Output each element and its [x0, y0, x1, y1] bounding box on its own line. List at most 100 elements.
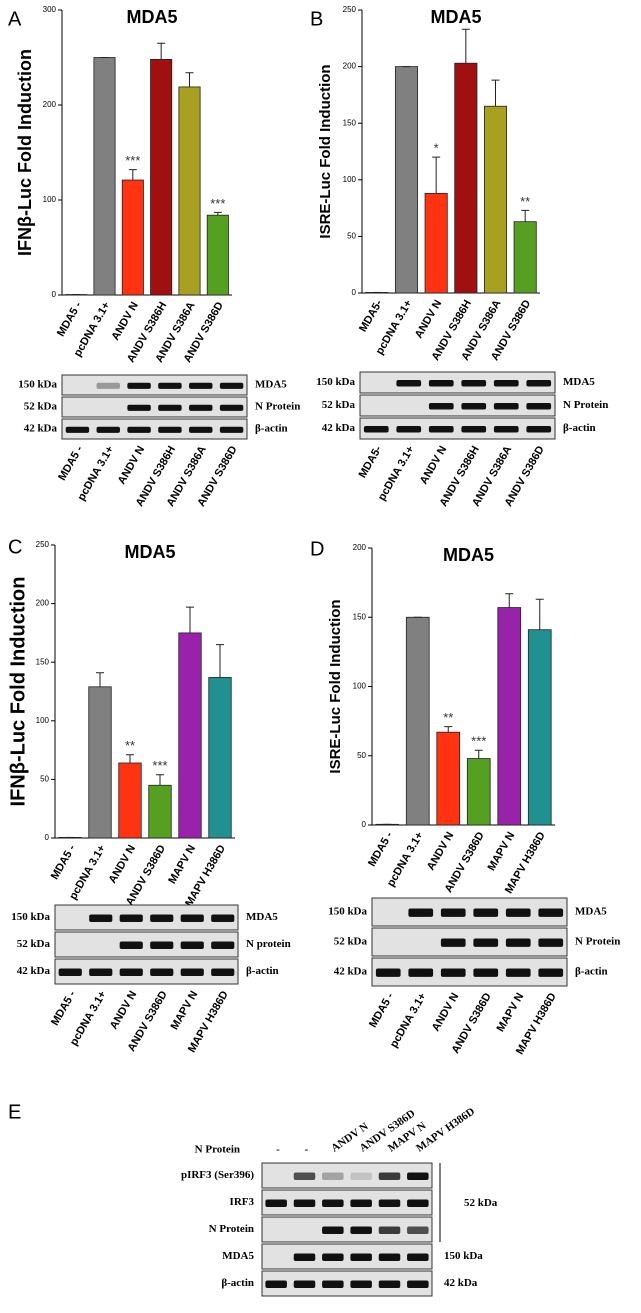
y-tick-label: 50	[40, 775, 49, 784]
y-tick-label: 200	[343, 62, 357, 71]
protein-label: N Protein	[563, 399, 608, 411]
y-tick-label: 150	[343, 118, 357, 127]
blot-band	[189, 404, 213, 411]
bar	[150, 59, 173, 296]
size-label: 52 kDa	[322, 399, 356, 411]
blot-band	[58, 968, 82, 977]
chart-title: MDA5	[430, 7, 481, 27]
blot-band	[158, 404, 182, 411]
y-tick-label: 100	[43, 195, 57, 204]
significance-label: ***	[210, 196, 225, 211]
blot-frame	[261, 1216, 433, 1243]
panel-letter: A	[8, 8, 22, 30]
size-label: 150 kDa	[11, 911, 50, 923]
blot-band	[375, 968, 401, 977]
x-tick-label: ANDV N	[109, 300, 141, 343]
blot-band	[363, 426, 389, 433]
bar	[424, 192, 448, 294]
blot-frame	[61, 374, 248, 396]
significance-label: **	[125, 738, 135, 753]
blot-band	[378, 1226, 401, 1235]
blot-band	[211, 914, 235, 923]
y-axis-label: IFNβ-Luc Fold Induction	[15, 49, 35, 256]
blot-band	[293, 1253, 316, 1262]
protein-label: β-actin	[563, 422, 596, 434]
blot-band	[211, 968, 235, 977]
x-tick-label: ANDV N	[107, 843, 139, 886]
bar	[497, 607, 522, 826]
blot-band	[127, 382, 151, 389]
blot-frame	[61, 396, 248, 418]
y-tick-label: 50	[357, 751, 366, 760]
blot-band	[219, 404, 244, 411]
size-label: 150 kDa	[316, 376, 355, 388]
significance-label: **	[443, 710, 453, 725]
chart-title: MDA5	[124, 542, 175, 562]
blot-frame	[261, 1162, 433, 1189]
y-axis-label: ISRE-Luc Fold Induction	[317, 64, 334, 238]
blot-band	[89, 914, 113, 923]
protein-label: N protein	[246, 938, 291, 950]
blot-band	[180, 941, 204, 950]
blot-band	[219, 382, 244, 389]
blot-band	[461, 403, 487, 410]
blot-band	[322, 1172, 344, 1181]
lane-label: MAPV N	[169, 989, 201, 1032]
size-label: 150 kDa	[328, 906, 367, 918]
protein-label: N Protein	[209, 1223, 254, 1235]
lane-label: ANDV N	[430, 991, 462, 1034]
blot-band	[407, 1253, 429, 1262]
panel-letter: D	[310, 538, 324, 560]
blot-band	[505, 938, 531, 947]
blot-band	[119, 968, 143, 977]
lane-label: ANDV N	[108, 989, 140, 1032]
blot-band	[96, 426, 120, 433]
panel-letter: B	[310, 8, 323, 30]
bar	[466, 758, 491, 826]
blot-frame	[261, 1270, 433, 1297]
blot-band	[538, 968, 564, 977]
blot-band	[461, 426, 487, 433]
protein-label: β-actin	[255, 423, 288, 435]
size-label: 42 kDa	[322, 422, 356, 434]
blot-band	[189, 426, 213, 433]
bar	[88, 686, 112, 839]
error-bar	[216, 644, 224, 678]
lane-label: ANDV N	[418, 444, 450, 487]
blot-band	[378, 1280, 401, 1289]
blot-band	[265, 1199, 287, 1208]
blot-band	[407, 1280, 429, 1289]
blot-band	[538, 908, 564, 917]
blot-band	[158, 382, 182, 389]
size-label: 42 kDa	[24, 423, 58, 435]
bar	[206, 214, 229, 296]
blot-band	[505, 968, 531, 977]
blot-band	[127, 426, 151, 433]
blot-band	[493, 426, 519, 433]
bar	[178, 632, 202, 839]
blot-band	[322, 1226, 344, 1235]
blot-band	[440, 968, 466, 977]
error-bar	[156, 774, 164, 786]
blot-band	[119, 941, 143, 950]
blot-band	[505, 908, 531, 917]
protein-label: N Protein	[575, 936, 620, 948]
bar	[118, 762, 142, 839]
size-label: 52 kDa	[24, 401, 58, 413]
size-label: 150 kDa	[18, 379, 57, 391]
blot-band	[473, 968, 499, 977]
blot-frame	[359, 371, 556, 394]
error-bar	[521, 209, 530, 222]
size-label: 150 kDa	[444, 1250, 483, 1262]
y-tick-label: 50	[347, 232, 356, 241]
bar	[208, 677, 232, 839]
size-label: 42 kDa	[334, 966, 368, 978]
error-bar	[461, 28, 470, 64]
blot-band	[293, 1172, 316, 1181]
blot-band	[440, 938, 466, 947]
blot-band	[158, 426, 182, 433]
bar	[483, 105, 508, 294]
x-tick-label: MDA5 -	[49, 843, 79, 882]
y-tick-label: 0	[352, 288, 357, 297]
